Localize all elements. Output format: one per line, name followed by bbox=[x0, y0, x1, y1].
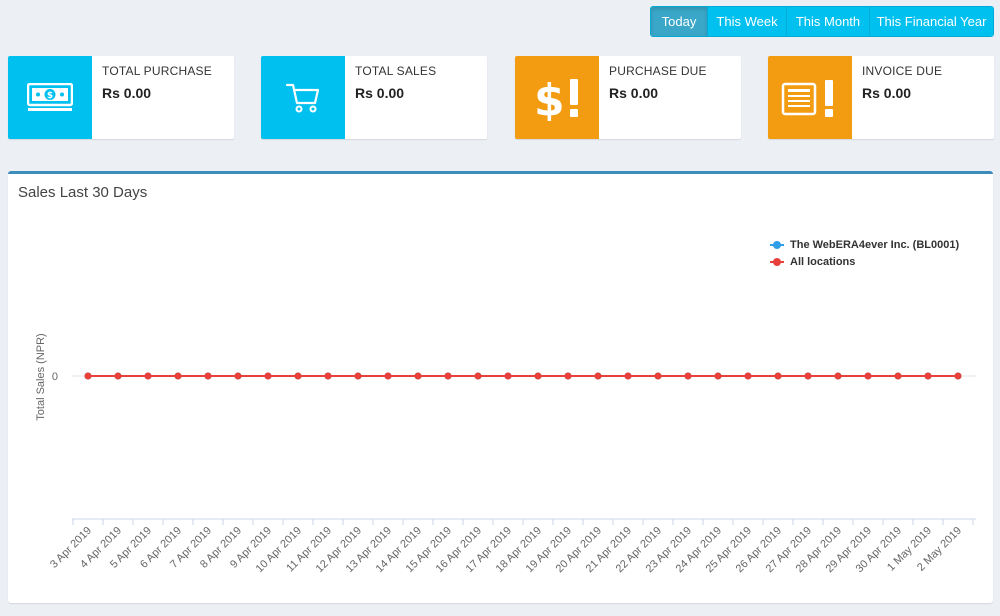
total-purchase-value: Rs 0.00 bbox=[102, 85, 152, 101]
legend-item-webera[interactable]: The WebERA4ever Inc. (BL0001) bbox=[770, 236, 959, 253]
series-point bbox=[594, 372, 602, 380]
invoice-due-value: Rs 0.00 bbox=[862, 85, 912, 101]
purchase-due-label: PURCHASE DUE bbox=[609, 64, 707, 78]
total-sales-box: TOTAL SALES Rs 0.00 bbox=[261, 56, 487, 139]
series-point bbox=[144, 372, 152, 380]
purchase-due-value: Rs 0.00 bbox=[609, 85, 659, 101]
series-point bbox=[474, 372, 482, 380]
series-point bbox=[654, 372, 662, 380]
y-tick-label: 0 bbox=[52, 371, 58, 383]
series-point bbox=[924, 372, 932, 380]
series-point bbox=[534, 372, 542, 380]
legend-marker-icon bbox=[770, 240, 784, 250]
series-point bbox=[414, 372, 422, 380]
series-point bbox=[894, 372, 902, 380]
series-point bbox=[354, 372, 362, 380]
dollar-exclamation-icon: $ bbox=[515, 56, 599, 139]
legend-label: The WebERA4ever Inc. (BL0001) bbox=[790, 238, 960, 251]
chart-legend: The WebERA4ever Inc. (BL0001) All locati… bbox=[770, 236, 959, 270]
series-point bbox=[204, 372, 212, 380]
invoice-exclamation-icon bbox=[768, 56, 852, 139]
legend-item-all-locations[interactable]: All locations bbox=[770, 253, 959, 270]
series-point bbox=[294, 372, 302, 380]
series-point bbox=[684, 372, 692, 380]
invoice-due-label: INVOICE DUE bbox=[862, 64, 943, 78]
chart-box-title: Sales Last 30 Days bbox=[18, 184, 148, 201]
invoice-due-box: INVOICE DUE Rs 0.00 bbox=[768, 56, 994, 139]
cart-icon bbox=[261, 56, 345, 139]
filter-today-button[interactable]: Today bbox=[651, 7, 708, 36]
total-purchase-label: TOTAL PURCHASE bbox=[102, 64, 212, 78]
series-point bbox=[114, 372, 122, 380]
y-axis-title: Total Sales (NPR) bbox=[35, 333, 47, 420]
series-point bbox=[804, 372, 812, 380]
filter-this-month-button[interactable]: This Month bbox=[787, 7, 870, 36]
legend-marker-icon bbox=[770, 257, 784, 267]
series-point bbox=[774, 372, 782, 380]
series-point bbox=[834, 372, 842, 380]
series-point bbox=[954, 372, 962, 380]
sales-chart-box: Sales Last 30 Days Total Sales (NPR) 0 3 A… bbox=[8, 171, 993, 603]
series-point bbox=[234, 372, 242, 380]
series-point bbox=[264, 372, 272, 380]
series-point bbox=[324, 372, 332, 380]
svg-text:$: $ bbox=[47, 91, 53, 101]
series-point bbox=[444, 372, 452, 380]
series-point bbox=[864, 372, 872, 380]
series-point bbox=[174, 372, 182, 380]
series-point bbox=[744, 372, 752, 380]
series-point bbox=[714, 372, 722, 380]
legend-label: All locations bbox=[790, 255, 856, 268]
filter-this-week-button[interactable]: This Week bbox=[708, 7, 787, 36]
filter-this-financial-year-button[interactable]: This Financial Year bbox=[870, 7, 993, 36]
purchase-due-box: $ PURCHASE DUE Rs 0.00 bbox=[515, 56, 741, 139]
series-point bbox=[624, 372, 632, 380]
series-point bbox=[504, 372, 512, 380]
date-filter-group: Today This Week This Month This Financia… bbox=[650, 6, 994, 37]
total-sales-label: TOTAL SALES bbox=[355, 64, 437, 78]
svg-text:$: $ bbox=[534, 75, 565, 121]
series-point bbox=[384, 372, 392, 380]
total-purchase-box: $ TOTAL PURCHASE Rs 0.00 bbox=[8, 56, 234, 139]
money-icon: $ bbox=[8, 56, 92, 139]
series-point bbox=[564, 372, 572, 380]
series-point bbox=[84, 372, 92, 380]
total-sales-value: Rs 0.00 bbox=[355, 85, 405, 101]
